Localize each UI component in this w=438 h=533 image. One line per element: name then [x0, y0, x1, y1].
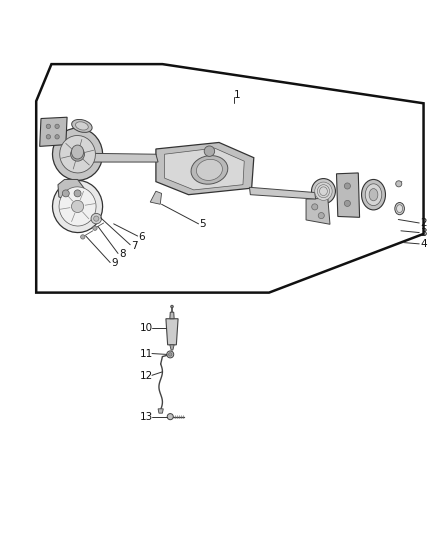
Ellipse shape — [75, 122, 88, 130]
Ellipse shape — [59, 187, 96, 226]
Ellipse shape — [72, 119, 92, 132]
Polygon shape — [156, 142, 254, 195]
Ellipse shape — [60, 135, 95, 173]
Ellipse shape — [53, 180, 102, 232]
Ellipse shape — [361, 180, 385, 210]
Circle shape — [169, 353, 172, 356]
Text: 9: 9 — [111, 259, 118, 269]
Text: 1: 1 — [234, 90, 241, 100]
Polygon shape — [165, 148, 244, 190]
Ellipse shape — [53, 128, 102, 180]
Ellipse shape — [395, 203, 404, 215]
Polygon shape — [40, 117, 67, 147]
Circle shape — [91, 213, 102, 224]
Ellipse shape — [311, 179, 336, 204]
Circle shape — [81, 235, 85, 239]
Circle shape — [204, 146, 215, 156]
Ellipse shape — [71, 145, 84, 159]
Text: 8: 8 — [119, 249, 126, 260]
Polygon shape — [158, 409, 163, 413]
Text: 10: 10 — [140, 324, 153, 333]
Ellipse shape — [315, 182, 332, 200]
Ellipse shape — [369, 189, 378, 201]
Circle shape — [71, 147, 85, 161]
Polygon shape — [250, 187, 316, 199]
Circle shape — [312, 204, 318, 210]
Circle shape — [46, 124, 50, 128]
Circle shape — [94, 216, 99, 221]
Polygon shape — [306, 198, 330, 224]
Polygon shape — [91, 154, 158, 162]
Circle shape — [344, 183, 350, 189]
Ellipse shape — [196, 159, 223, 180]
Polygon shape — [166, 319, 178, 345]
Ellipse shape — [365, 184, 382, 206]
Polygon shape — [170, 345, 174, 350]
Circle shape — [55, 124, 59, 128]
Circle shape — [46, 135, 50, 139]
Text: 7: 7 — [131, 240, 138, 251]
Circle shape — [74, 190, 81, 197]
Circle shape — [318, 213, 324, 219]
Circle shape — [71, 200, 84, 213]
Circle shape — [167, 414, 173, 419]
Polygon shape — [336, 173, 360, 217]
Polygon shape — [150, 191, 162, 204]
Text: 5: 5 — [199, 219, 206, 229]
Circle shape — [344, 200, 350, 206]
Ellipse shape — [318, 184, 329, 198]
Text: 2: 2 — [420, 218, 427, 228]
Ellipse shape — [320, 187, 327, 196]
Circle shape — [171, 305, 173, 308]
Polygon shape — [58, 180, 84, 202]
Text: 4: 4 — [420, 239, 427, 249]
Ellipse shape — [191, 156, 228, 184]
Text: 13: 13 — [140, 411, 153, 422]
Circle shape — [396, 181, 402, 187]
Ellipse shape — [396, 205, 403, 213]
Text: 12: 12 — [140, 371, 153, 381]
Circle shape — [167, 351, 174, 358]
Circle shape — [93, 226, 97, 230]
Circle shape — [55, 135, 59, 139]
Text: 6: 6 — [138, 232, 145, 243]
Text: 11: 11 — [140, 349, 153, 359]
Circle shape — [62, 190, 69, 197]
Polygon shape — [170, 312, 174, 319]
Text: 3: 3 — [420, 228, 427, 238]
